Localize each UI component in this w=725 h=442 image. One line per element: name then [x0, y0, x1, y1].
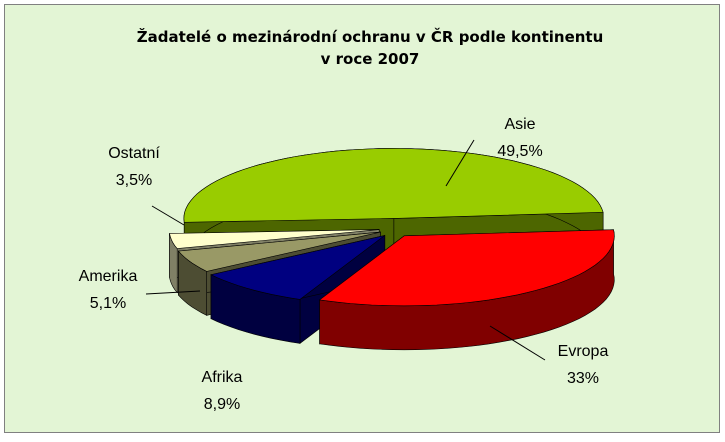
slice	[210, 235, 385, 300]
chart-title: Žadatelé o mezinárodní ochranu v ČR podl…	[137, 27, 604, 46]
slice-value-label: 3,5%	[116, 172, 152, 189]
leader-line	[145, 290, 201, 295]
slice-label: Ostatní	[108, 145, 160, 162]
slice-label: Evropa	[558, 343, 609, 360]
leader-line	[151, 205, 185, 226]
leader-line	[489, 325, 546, 361]
slice	[318, 229, 615, 307]
slice-tops	[169, 148, 615, 307]
slice-value-label: 33%	[567, 370, 599, 387]
slice-label: Afrika	[202, 369, 243, 386]
slice-value-label: 5,1%	[90, 295, 126, 312]
slice	[183, 148, 604, 223]
slice-value-label: 49,5%	[497, 143, 542, 160]
leader-line	[445, 139, 475, 187]
slice-label: Amerika	[79, 268, 138, 285]
slice	[177, 231, 381, 272]
slice-value-label: 8,9%	[204, 396, 240, 413]
slice-label: Asie	[504, 116, 535, 133]
chart-title: v roce 2007	[321, 50, 420, 68]
slice	[169, 229, 380, 249]
